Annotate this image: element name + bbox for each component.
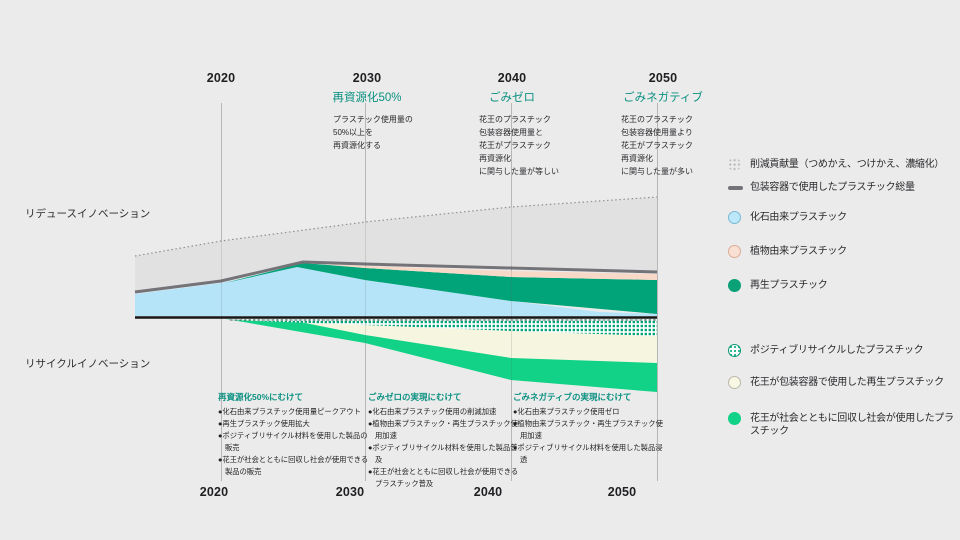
milestone-2050-description: 花王のプラスチック 包装容器使用量より 花王がプラスチック 再資源化 に関与した… — [621, 115, 693, 176]
annotation-bullet: ●植物由来プラスチック・再生プラスチック使用加速 — [513, 419, 663, 440]
reduce-innovation-label: リデュースイノベーション — [25, 208, 151, 220]
legend-label: 再生プラスチック — [750, 280, 828, 291]
bottom-year-2040: 2040 — [473, 485, 503, 499]
annotation-2050: ごみネガティブの実現にむけて ●化石由来プラスチック使用ゼロ ●植物由来プラスチ… — [513, 391, 665, 466]
milestone-2040-label: ごみゼロ — [489, 92, 535, 104]
annotation-bullet: ●再生プラスチック使用拡大 — [218, 419, 310, 428]
reduction-contribution-area — [135, 197, 657, 291]
annotation-2030: 再資源化50%にむけて ●化石由来プラスチック使用量ピークアウト ●再生プラスチ… — [218, 391, 370, 478]
legend-item-reduction: 削減貢献量（つめかえ、つけかえ、濃縮化） — [728, 158, 944, 171]
fossil-plastic-area — [135, 267, 657, 316]
legend-label: 化石由来プラスチック — [750, 212, 847, 223]
bottom-year-2030: 2030 — [335, 485, 365, 499]
plant-plastic-area — [312, 263, 657, 280]
reduction-dashed-top-line — [134, 196, 658, 257]
annotation-bullet: ●ポジティブリサイクル材料を使用した製品浸透 — [513, 443, 663, 464]
top-year-2020: 2020 — [206, 71, 236, 85]
annotation-bullet: ●花王が社会とともに回収し社会が使用できるプラスチック普及 — [368, 467, 519, 488]
annotation-2040-title: ごみゼロの実現にむけて — [368, 392, 462, 402]
legend-label: 削減貢献量（つめかえ、つけかえ、濃縮化） — [750, 159, 944, 170]
milestone-2050-label: ごみネガティブ — [623, 92, 703, 104]
recycled-plastic-circle-icon — [728, 279, 741, 292]
annotation-bullet: ●化石由来プラスチック使用量ピークアウト — [218, 407, 361, 416]
legend-label: ポジティブリサイクルしたプラスチック — [750, 345, 924, 356]
legend-item-society-recycled: 花王が社会とともに回収し社会が使用したプラスチック — [728, 412, 955, 438]
annotation-bullet: ●化石由来プラスチック使用の削減加速 — [368, 407, 497, 416]
bottom-year-2020: 2020 — [199, 485, 229, 499]
legend-item-total-line: 包装容器で使用したプラスチック総量 — [728, 181, 915, 194]
plant-plastic-circle-icon — [728, 245, 741, 258]
annotation-bullet: ●ポジティブリサイクル材料を使用した製品普及 — [368, 443, 518, 464]
legend-label: 植物由来プラスチック — [750, 246, 847, 257]
total-plastic-line — [134, 260, 658, 294]
annotation-bullet: ●花王が社会とともに回収し社会が使用できる製品の販売 — [218, 455, 369, 476]
milestone-2030-description: プラスチック使用量の 50%以上を 再資源化する — [333, 115, 413, 150]
legend-label: 花王が包装容器で使用した再生プラスチック — [750, 377, 944, 388]
kao-recycled-cream-area — [300, 322, 657, 363]
annotation-2040: ごみゼロの実現にむけて ●化石由来プラスチック使用の削減加速 ●植物由来プラスチ… — [368, 391, 520, 490]
annotation-2050-title: ごみネガティブの実現にむけて — [513, 392, 632, 402]
positive-recycle-dotted-band — [230, 319, 657, 336]
recycle-innovation-label: リサイクルイノベーション — [25, 358, 151, 370]
top-year-2050: 2050 — [648, 71, 678, 85]
milestone-2040-description: 花王のプラスチック 包装容器使用量と 花王がプラスチック 再資源化 に関与した量… — [479, 115, 559, 176]
annotation-bullet: ●ポジティブリサイクル材料を使用した製品の販売 — [218, 431, 368, 452]
legend-item-fossil: 化石由来プラスチック — [728, 211, 847, 224]
recycled-plastic-area — [225, 263, 657, 314]
total-plastic-line-icon — [728, 186, 743, 190]
top-year-2030: 2030 — [352, 71, 382, 85]
legend-item-kao-recycled: 花王が包装容器で使用した再生プラスチック — [728, 376, 944, 389]
positive-recycle-dots-circle-icon — [728, 344, 741, 357]
legend-item-plant: 植物由来プラスチック — [728, 245, 847, 258]
vertical-gridlines-overlay — [221, 103, 658, 481]
legend-item-positive-recycle: ポジティブリサイクルしたプラスチック — [728, 344, 924, 357]
society-recycled-circle-icon — [728, 412, 741, 425]
fossil-plastic-circle-icon — [728, 211, 741, 224]
bottom-year-2050: 2050 — [607, 485, 637, 499]
top-year-2040: 2040 — [497, 71, 527, 85]
legend-label: 包装容器で使用したプラスチック総量 — [750, 182, 915, 193]
annotation-bullet: ●化石由来プラスチック使用ゼロ — [513, 407, 620, 416]
society-recycled-area — [226, 319, 657, 392]
annotation-bullet: ●植物由来プラスチック・再生プラスチック使用加速 — [368, 419, 518, 440]
milestone-2030-label: 再資源化50% — [332, 92, 402, 104]
legend-item-recycled: 再生プラスチック — [728, 279, 828, 292]
reduction-contribution-dots-icon — [728, 158, 741, 171]
legend-label: 花王が社会とともに回収し社会が使用したプラスチック — [750, 413, 954, 437]
annotation-2030-title: 再資源化50%にむけて — [218, 392, 304, 402]
kao-recycled-circle-icon — [728, 376, 741, 389]
